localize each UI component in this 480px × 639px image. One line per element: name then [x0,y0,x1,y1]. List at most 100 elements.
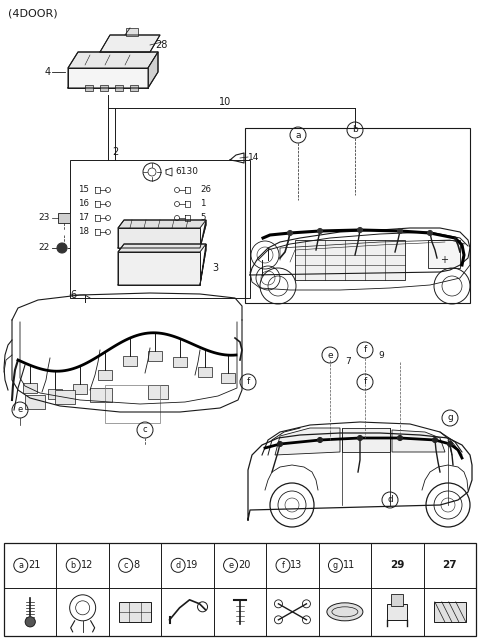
Bar [428,240,460,268]
Polygon shape [148,52,158,88]
Text: 8: 8 [133,560,139,571]
Circle shape [447,442,453,447]
Bar [148,351,162,361]
Text: 5: 5 [200,213,205,222]
Text: 7: 7 [345,357,351,367]
Bar [115,85,123,91]
Text: d: d [176,561,180,570]
Text: 26: 26 [200,185,211,194]
Text: 6: 6 [70,290,76,300]
Bar [98,370,112,380]
Bar [25,395,45,409]
Bar [295,240,405,280]
Text: 23: 23 [38,213,49,222]
Polygon shape [68,68,148,88]
Polygon shape [118,220,206,228]
Bar [130,85,138,91]
Bar [434,602,466,622]
Text: b: b [352,125,358,134]
Text: g: g [447,413,453,422]
Text: e: e [327,351,333,360]
Polygon shape [118,252,200,285]
Circle shape [397,229,403,233]
Text: f: f [246,378,250,387]
Circle shape [432,438,437,442]
Bar [123,356,137,366]
Bar [387,604,408,620]
Circle shape [57,243,67,253]
Bar [126,28,138,36]
Circle shape [317,438,323,442]
Polygon shape [200,220,206,248]
Bar [90,388,112,402]
Polygon shape [118,228,200,248]
Text: 17: 17 [78,213,89,222]
Text: 27: 27 [443,560,457,571]
Bar [148,385,168,399]
Text: b: b [71,561,76,570]
Bar [221,373,235,383]
Text: 29: 29 [390,560,405,571]
Circle shape [277,442,283,447]
Bar [4,543,476,636]
Text: 10: 10 [219,97,231,107]
Text: c: c [143,426,147,435]
Bar [58,213,70,223]
Text: f: f [363,378,367,387]
Bar [48,389,62,399]
Text: f: f [282,561,285,570]
Text: 6130: 6130 [175,167,198,176]
Text: a: a [295,130,301,139]
Circle shape [25,617,35,627]
Text: a: a [18,561,24,570]
Bar [173,357,187,367]
Text: 3: 3 [212,263,218,273]
Circle shape [317,229,323,233]
Circle shape [397,436,403,440]
Bar [245,128,470,303]
Text: 21: 21 [28,560,40,571]
Text: 16: 16 [78,199,89,208]
Ellipse shape [327,603,363,621]
Text: e: e [17,406,23,415]
Bar [70,160,250,298]
Text: 13: 13 [290,560,302,571]
Polygon shape [392,430,445,452]
Text: e: e [228,561,233,570]
Text: 2: 2 [112,147,118,157]
Text: 28: 28 [155,40,168,50]
Text: 22: 22 [38,243,49,252]
Text: 11: 11 [343,560,355,571]
Text: 15: 15 [78,185,89,194]
Polygon shape [118,244,206,252]
Text: +: + [440,255,448,265]
Text: 12: 12 [81,560,93,571]
Circle shape [428,231,432,236]
Text: 20: 20 [238,560,250,571]
Polygon shape [275,428,340,455]
Bar [55,390,75,404]
Bar [391,594,403,606]
Text: f: f [363,346,367,355]
Bar [105,385,160,423]
Text: 1: 1 [200,199,205,208]
Text: 4: 4 [45,67,51,77]
Text: 18: 18 [78,227,89,236]
Text: 9: 9 [378,351,384,360]
Text: g: g [333,561,338,570]
Text: 19: 19 [185,560,198,571]
Text: d: d [387,495,393,505]
Bar [85,85,93,91]
Polygon shape [100,35,160,52]
Text: c: c [123,561,128,570]
Circle shape [288,231,292,236]
Text: (4DOOR): (4DOOR) [8,9,58,19]
Bar [23,383,37,393]
Text: 14: 14 [248,153,259,162]
Circle shape [358,227,362,233]
Polygon shape [68,52,158,68]
Circle shape [358,436,362,440]
Polygon shape [200,244,206,285]
Bar [198,367,212,378]
Bar [100,85,108,91]
